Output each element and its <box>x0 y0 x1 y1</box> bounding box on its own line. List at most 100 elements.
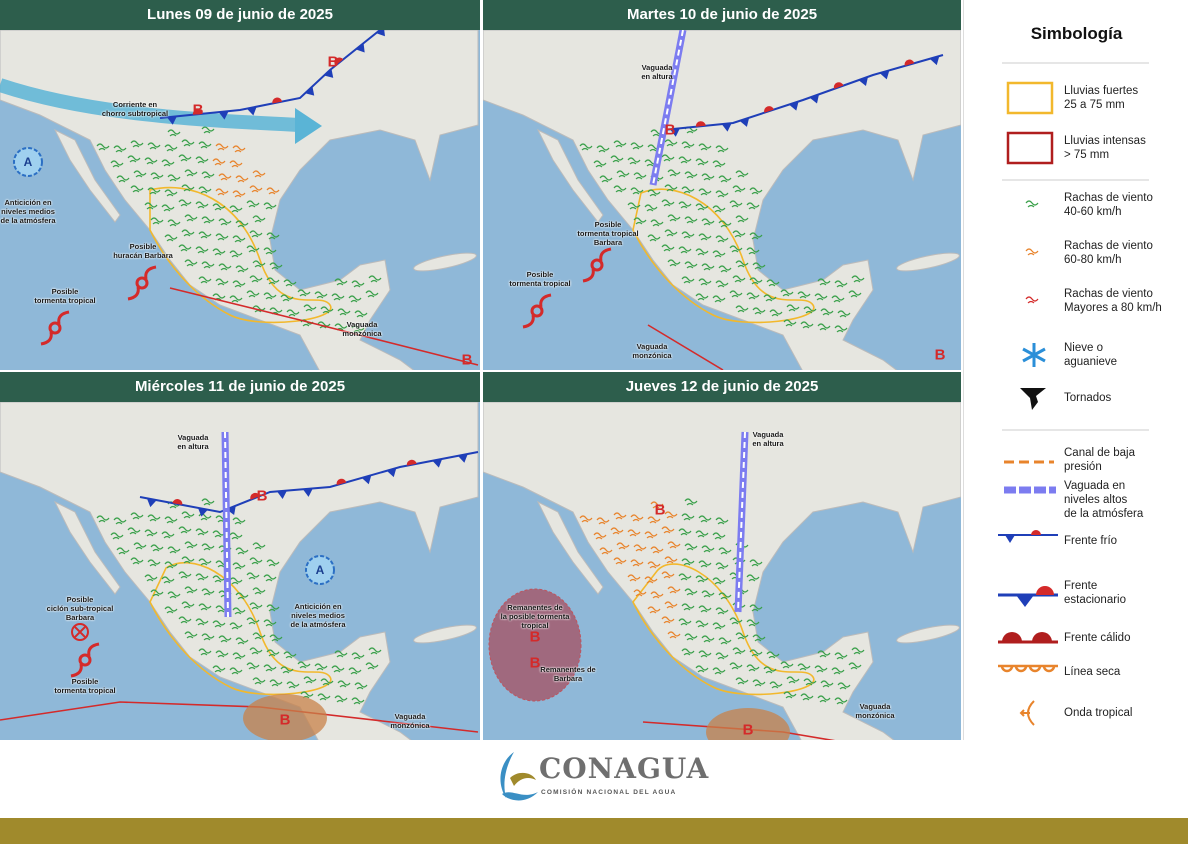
wind-symbol <box>96 515 110 523</box>
anticyclone <box>305 555 335 585</box>
wind-symbol <box>749 187 763 195</box>
wind-symbol <box>684 543 698 551</box>
map-label-line: tropical <box>521 621 549 630</box>
wind-symbol <box>627 529 641 537</box>
wind-symbol <box>212 620 226 628</box>
wind-symbol <box>820 308 834 316</box>
wind-symbol <box>246 662 260 670</box>
low-pressure-center: B <box>664 121 676 139</box>
cold-marker <box>355 43 365 53</box>
wind-symbol <box>715 235 729 243</box>
high-pressure-center: A <box>315 563 325 577</box>
legend-label: Lluvias fuertes 25 a 75 mm <box>1064 84 1138 112</box>
wind-symbol <box>161 204 175 212</box>
wind-symbol <box>650 591 664 599</box>
warm-marker <box>1031 530 1041 535</box>
wind-symbol <box>752 262 766 270</box>
wind-symbol <box>667 259 681 267</box>
wind-symbol <box>130 185 144 193</box>
wind-symbol <box>365 662 379 670</box>
map-label: Anticición en niveles medios de la atmósfe… <box>290 602 345 629</box>
legend: Simbología Lluvias fuertes 25 a 75 mm Lluv… <box>963 0 1188 740</box>
wind-symbol <box>263 202 277 210</box>
wind-symbol <box>749 649 763 657</box>
wind-symbol <box>246 290 260 298</box>
warm-marker <box>695 121 706 127</box>
wind-symbol <box>252 542 266 550</box>
wind-symbol <box>164 189 178 197</box>
wind-symbol <box>729 617 743 625</box>
wind-symbol <box>698 560 712 568</box>
cold-marker <box>739 117 750 127</box>
wind-symbol <box>667 631 681 639</box>
wind-symbol <box>647 606 661 614</box>
wind-symbol <box>178 244 192 252</box>
wind-symbol <box>729 290 743 298</box>
wind-symbol <box>147 187 161 195</box>
wind-symbol <box>695 248 709 256</box>
wind-symbol <box>837 682 851 690</box>
upper-trough-inner <box>737 431 746 613</box>
wind-symbol <box>678 528 692 536</box>
wind-symbol <box>201 216 215 224</box>
wind-symbol <box>232 652 246 660</box>
wind-symbol <box>715 562 729 570</box>
wind-symbol <box>130 140 144 148</box>
cold-marker <box>457 453 468 463</box>
logo-subtitle: COMISIÓN NACIONAL DEL AGUA <box>541 789 677 796</box>
wind-symbol <box>184 541 198 549</box>
wind-symbol <box>729 662 743 670</box>
wind-symbol <box>684 261 698 269</box>
wind-symbol <box>715 190 729 198</box>
wind-symbol <box>127 527 141 535</box>
wind-symbol <box>195 201 209 209</box>
wind-symbol <box>698 605 712 613</box>
wind-symbol <box>712 160 726 168</box>
wind-symbol <box>684 633 698 641</box>
wind-symbol <box>246 200 260 208</box>
wind-symbol <box>735 632 749 640</box>
wind-symbol <box>280 294 294 302</box>
legend-icon <box>1020 388 1046 410</box>
map <box>0 402 479 740</box>
map <box>483 30 961 370</box>
wind-symbol <box>215 143 229 151</box>
wind-symbol <box>201 261 215 269</box>
wind-symbol <box>232 280 246 288</box>
wind-symbol <box>232 145 246 153</box>
legend-label: Canal de baja presión <box>1064 446 1135 474</box>
wind-symbol <box>661 244 675 252</box>
wind-symbol <box>201 588 215 596</box>
wind-symbol <box>667 541 681 549</box>
map-label-line: Posible <box>526 270 554 279</box>
wind-symbol <box>749 604 763 612</box>
wind-symbol <box>263 619 277 627</box>
wind-symbol <box>664 184 678 192</box>
wind-symbol <box>218 218 232 226</box>
wind-symbol <box>1025 248 1039 256</box>
cold-marker <box>197 507 208 517</box>
wind-symbol <box>661 616 675 624</box>
wind-symbol <box>729 200 743 208</box>
wind-symbol <box>218 173 232 181</box>
wind-symbol <box>263 664 277 672</box>
legend-icon <box>1006 131 1054 165</box>
cold-marker <box>879 70 890 80</box>
wind-symbol <box>198 648 212 656</box>
map-label-line: ciclón sub-tropical <box>46 604 114 613</box>
wind-symbol <box>647 561 661 569</box>
wind-symbol <box>817 278 831 286</box>
cold-marker <box>146 498 157 508</box>
map-label-line: niveles medios <box>291 611 345 620</box>
baja-california <box>53 500 121 595</box>
wind-symbol <box>178 571 192 579</box>
legend-label: Lluvias intensas > 75 mm <box>1064 134 1146 162</box>
wind-symbol <box>667 214 681 222</box>
wind-symbol <box>834 325 848 333</box>
wind-symbol <box>712 577 726 585</box>
legend-label: Frente cálido <box>1064 631 1130 645</box>
wind-symbol <box>266 187 280 195</box>
map-label: Vaguada monzónica <box>855 702 894 720</box>
wind-symbol <box>297 289 311 297</box>
